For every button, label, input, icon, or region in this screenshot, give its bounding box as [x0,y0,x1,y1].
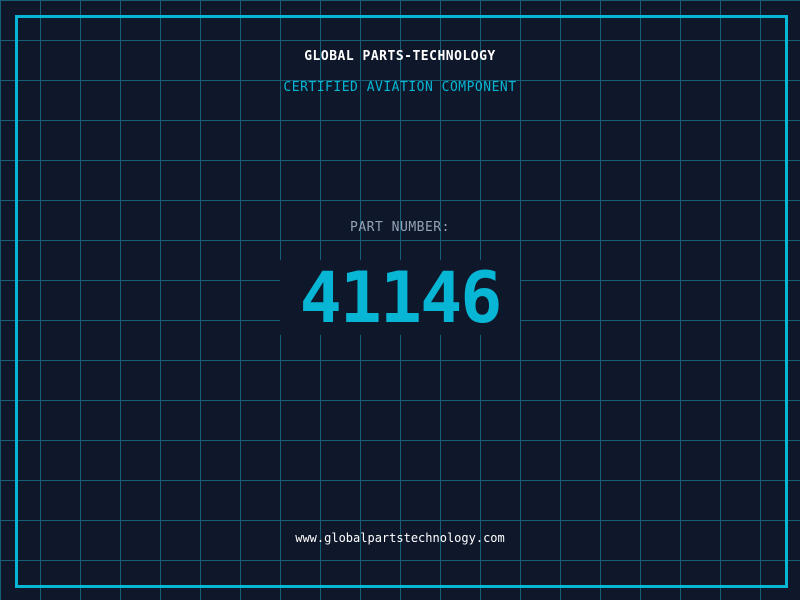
part-number-value: 41146 [299,257,503,339]
certification-subtitle: CERTIFIED AVIATION COMPONENT [283,80,517,95]
part-number-backdrop [280,260,520,335]
company-name: GLOBAL PARTS-TECHNOLOGY [304,49,496,64]
website-url: www.globalpartstechnology.com [295,531,505,545]
border-frame [15,15,788,588]
part-number-label: PART NUMBER: [350,220,450,235]
